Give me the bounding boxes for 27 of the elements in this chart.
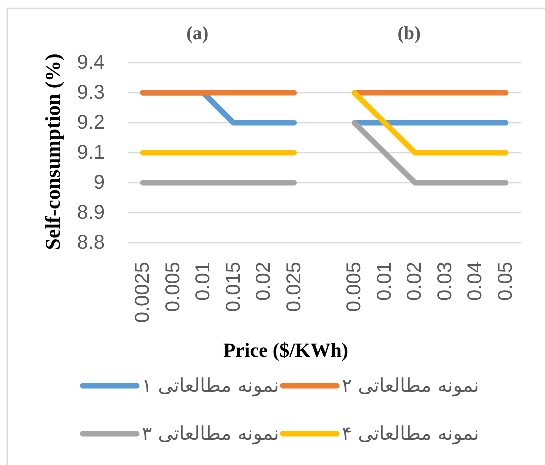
x-tick-label: 0.04 bbox=[464, 262, 487, 301]
x-tick-label: 0.02 bbox=[253, 262, 276, 301]
x-tick-label: 0.01 bbox=[374, 262, 396, 301]
y-tick-label: 9.4 bbox=[77, 52, 105, 74]
y-tick-label: 9.2 bbox=[77, 112, 105, 134]
x-tick-label: 0.005 bbox=[344, 262, 366, 312]
x-tick-label: 0.0025 bbox=[132, 262, 154, 324]
y-tick-label: 8.9 bbox=[77, 202, 105, 224]
text: (a) bbox=[186, 24, 209, 44]
legend-label: نمونه مطالعاتی ۱ bbox=[142, 375, 280, 397]
legend-label: نمونه مطالعاتی ۴ bbox=[342, 423, 480, 445]
legend-label: نمونه مطالعاتی ۳ bbox=[142, 423, 280, 445]
x-tick-label: 0.005 bbox=[162, 262, 184, 312]
y-tick-label: 9 bbox=[94, 172, 105, 194]
y-axis-title: Self-consumption (%) bbox=[41, 54, 65, 250]
y-tick-label: 9.1 bbox=[77, 142, 105, 164]
x-tick-label: 0.025 bbox=[283, 262, 306, 312]
x-tick-label: 0.05 bbox=[494, 262, 517, 301]
y-tick-label: 9.3 bbox=[77, 82, 105, 104]
text: (b) bbox=[398, 24, 421, 44]
x-axis-title: Price ($/KWh) bbox=[224, 340, 348, 362]
x-tick-label: 0.03 bbox=[434, 262, 456, 301]
x-tick-label: 0.02 bbox=[404, 262, 426, 301]
legend-label: نمونه مطالعاتی ۲ bbox=[342, 375, 480, 397]
x-tick-label: 0.015 bbox=[222, 262, 245, 312]
x-tick-label: 0.01 bbox=[192, 262, 215, 301]
y-tick-label: 8.8 bbox=[77, 232, 105, 254]
